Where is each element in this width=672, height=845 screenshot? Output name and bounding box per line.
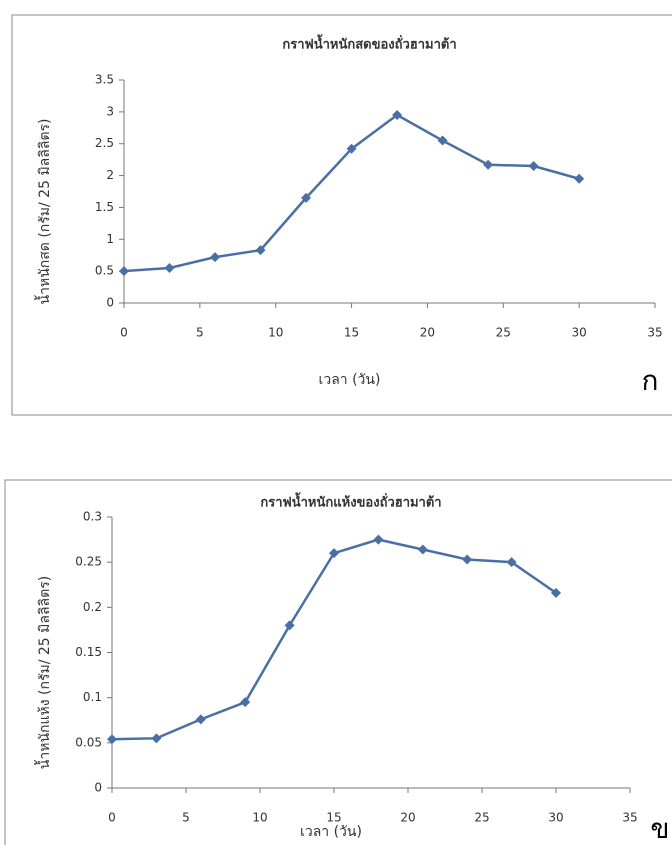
data-point bbox=[301, 192, 312, 203]
y-tick-label: 2.5 bbox=[95, 136, 114, 150]
y-tick-label: 3 bbox=[106, 104, 114, 118]
panel-label: ก bbox=[642, 364, 659, 397]
x-tick-label: 15 bbox=[326, 811, 341, 825]
x-tick-label: 25 bbox=[496, 326, 511, 340]
data-point bbox=[195, 714, 206, 725]
x-tick-label: 0 bbox=[120, 326, 128, 340]
y-axis-title: น้ำหนักสด (กรัม/ 25 มิลลิลิตร) bbox=[34, 119, 53, 305]
data-point bbox=[119, 266, 129, 277]
y-axis-title: น้ำหนักแห้ง (กรัม/ 25 มิลลิลิตร) bbox=[34, 576, 53, 769]
x-tick-label: 5 bbox=[182, 811, 190, 825]
y-tick-label: 2 bbox=[106, 168, 114, 182]
data-point bbox=[574, 173, 585, 184]
chart-title: กราฟน้ำหนักสดของถั่วฮามาต้า bbox=[282, 34, 456, 53]
data-point bbox=[346, 143, 357, 154]
x-tick-label: 30 bbox=[572, 326, 587, 340]
y-tick-label: 1.5 bbox=[95, 200, 114, 214]
data-point bbox=[240, 697, 251, 708]
x-tick-label: 15 bbox=[344, 326, 359, 340]
y-tick-label: 0 bbox=[94, 781, 102, 795]
data-point bbox=[392, 110, 403, 121]
data-point bbox=[528, 161, 539, 172]
x-tick-label: 0 bbox=[108, 811, 116, 825]
x-tick-label: 10 bbox=[268, 326, 283, 340]
data-point bbox=[210, 252, 221, 263]
data-point bbox=[417, 544, 428, 555]
y-tick-label: 3.5 bbox=[95, 73, 114, 87]
x-tick-label: 35 bbox=[622, 811, 637, 825]
x-tick-label: 35 bbox=[647, 326, 662, 340]
data-point bbox=[483, 159, 494, 170]
x-tick-label: 25 bbox=[474, 811, 489, 825]
chart-title: กราฟน้ำหนักแห้งของถั่วฮามาต้า bbox=[260, 492, 441, 511]
x-tick-label: 5 bbox=[196, 326, 204, 340]
panel-label: ข bbox=[650, 812, 669, 845]
data-line bbox=[123, 113, 580, 273]
y-tick-label: 0.5 bbox=[95, 264, 114, 278]
chart-frame bbox=[4, 479, 672, 845]
y-tick-label: 0.05 bbox=[75, 735, 102, 749]
x-axis-title: เวลา (วัน) bbox=[319, 372, 381, 388]
data-point bbox=[373, 534, 384, 545]
y-tick-label: 0.3 bbox=[83, 510, 102, 524]
data-point bbox=[551, 587, 561, 598]
y-tick-label: 0 bbox=[106, 296, 114, 310]
x-tick-label: 10 bbox=[252, 811, 267, 825]
x-tick-label: 30 bbox=[548, 811, 563, 825]
y-tick-label: 0.15 bbox=[75, 645, 102, 659]
data-point bbox=[506, 557, 517, 568]
y-tick-label: 0.2 bbox=[83, 600, 102, 614]
data-point bbox=[329, 548, 339, 559]
data-point bbox=[151, 733, 162, 744]
chart-frame bbox=[11, 14, 672, 416]
data-point bbox=[107, 734, 117, 745]
x-axis-title: เวลา (วัน) bbox=[300, 824, 362, 840]
x-tick-label: 20 bbox=[420, 326, 435, 340]
y-tick-label: 1 bbox=[106, 232, 114, 246]
data-point bbox=[462, 554, 473, 565]
data-point bbox=[255, 245, 266, 256]
data-point bbox=[437, 135, 448, 146]
y-tick-label: 0.25 bbox=[75, 555, 102, 569]
data-line bbox=[111, 538, 557, 741]
data-point bbox=[284, 620, 295, 631]
x-tick-label: 20 bbox=[400, 811, 415, 825]
y-tick-label: 0.1 bbox=[83, 690, 102, 704]
data-point bbox=[164, 262, 175, 273]
